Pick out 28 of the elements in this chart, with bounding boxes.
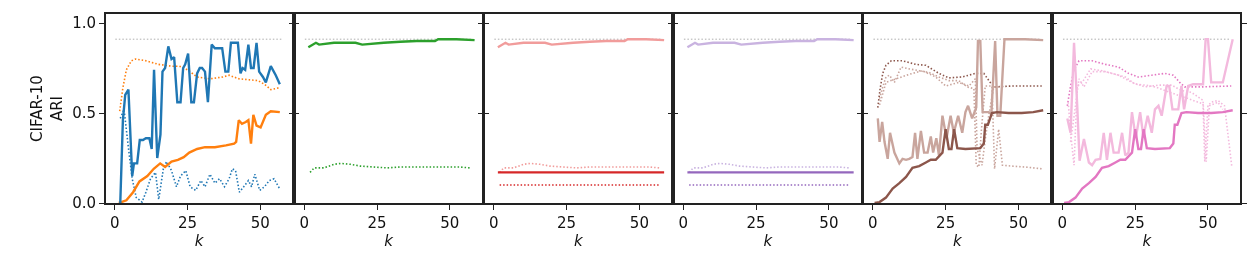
x-tick-label: 0 xyxy=(489,213,499,232)
x-axis-title: k xyxy=(573,231,584,250)
x-tick-label: 50 xyxy=(629,213,649,232)
x-tick-label: 25 xyxy=(367,213,387,232)
x-tick-label: 25 xyxy=(1125,213,1145,232)
x-tick-label: 50 xyxy=(1198,213,1218,232)
x-axis-title: k xyxy=(1142,231,1153,250)
x-tick-label: 0 xyxy=(109,213,120,232)
x-tick-label: 50 xyxy=(250,213,270,232)
x-axis-title: k xyxy=(952,231,963,250)
x-tick-label: 0 xyxy=(678,213,689,232)
x-tick-label: 25 xyxy=(177,213,198,232)
x-tick-label: 50 xyxy=(819,213,839,232)
y-tick-label: 0.0 xyxy=(72,194,97,213)
x-tick-label: 25 xyxy=(936,213,956,232)
x-tick-label: 0 xyxy=(299,213,310,232)
x-tick-label: 50 xyxy=(440,213,460,232)
x-tick-label: 25 xyxy=(746,213,766,232)
x-axis-title: k xyxy=(384,231,395,250)
x-tick-label: 50 xyxy=(1008,213,1028,232)
y-tick-label: 0.5 xyxy=(72,104,97,123)
x-axis-title: k xyxy=(194,231,205,250)
x-tick-label: 0 xyxy=(868,213,878,232)
x-tick-label: 25 xyxy=(557,213,577,232)
y-tick-label: 1.0 xyxy=(72,14,97,33)
y-axis-title: CIFAR-10 ARI xyxy=(28,75,66,142)
x-axis-title: k xyxy=(763,231,774,250)
x-tick-label: 0 xyxy=(1057,213,1068,232)
